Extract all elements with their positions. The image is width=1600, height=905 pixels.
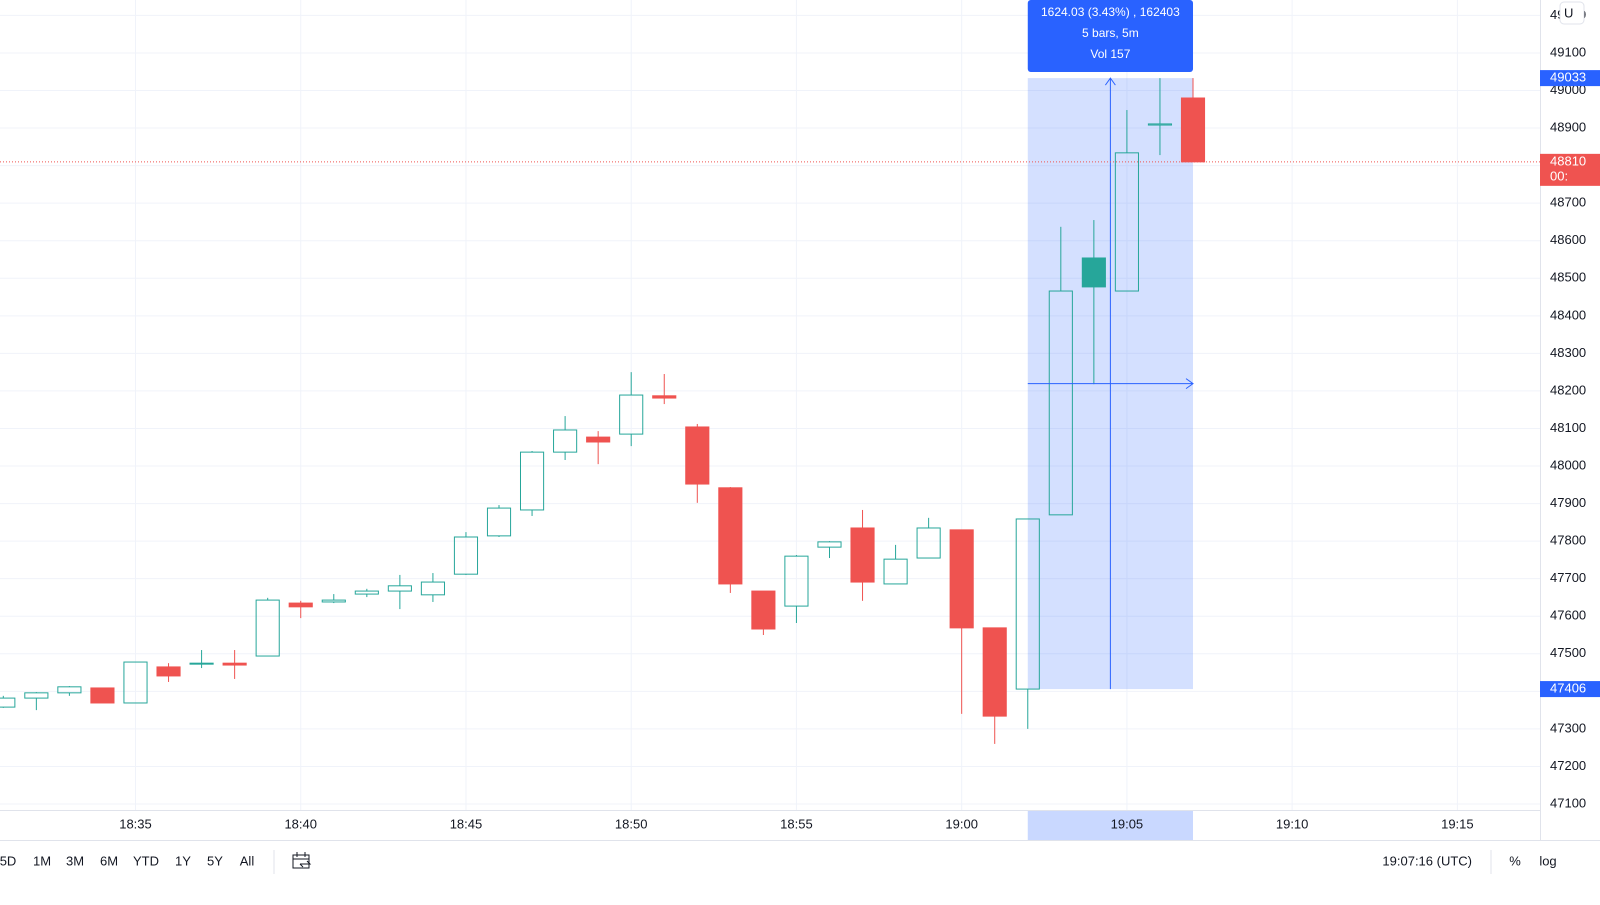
range-button[interactable]: 1M — [33, 853, 51, 868]
y-tick-label: 48900 — [1550, 119, 1586, 134]
candle-body — [751, 590, 776, 630]
x-tick-label: 18:55 — [780, 816, 813, 831]
candle-body — [1114, 152, 1139, 292]
y-tick-label: 49100 — [1550, 44, 1586, 59]
candle-body — [982, 627, 1007, 717]
candle-body — [718, 487, 743, 585]
candle-body — [586, 436, 611, 443]
candle-body — [123, 661, 148, 704]
y-tick-label: 47900 — [1550, 495, 1586, 510]
y-tick-label: 48300 — [1550, 345, 1586, 360]
time-axis-highlight — [1027, 811, 1194, 840]
candle-body — [817, 541, 842, 548]
candle-body — [288, 602, 313, 608]
measure-price-label: 49033 — [1550, 70, 1586, 85]
candle-body — [255, 599, 280, 657]
candle-body — [486, 507, 512, 537]
y-tick-label: 47300 — [1550, 720, 1586, 735]
candle-body — [916, 527, 941, 559]
y-tick-label: 48400 — [1550, 307, 1586, 322]
candle-body — [24, 692, 49, 699]
scale-button-label[interactable]: U — [1564, 5, 1573, 20]
percent-toggle[interactable]: % — [1509, 853, 1521, 868]
log-toggle[interactable]: log — [1539, 853, 1556, 868]
y-tick-label: 48600 — [1550, 232, 1586, 247]
measure-price-tag — [1540, 681, 1600, 698]
clock: 19:07:16 (UTC) — [1382, 853, 1472, 868]
candle-body — [156, 666, 181, 677]
scale-button[interactable] — [1559, 1, 1585, 25]
candle-body — [453, 536, 479, 575]
x-tick-label: 18:50 — [615, 816, 648, 831]
candle-body — [57, 686, 82, 694]
candle-body — [519, 451, 545, 511]
measure-price-tag — [1540, 70, 1600, 87]
measure-label: 5 bars, 5m — [1082, 26, 1139, 40]
measure-label: 1624.03 (3.43%) , 162403 — [1041, 5, 1180, 19]
candle-body — [949, 529, 974, 629]
range-button[interactable]: All — [240, 853, 255, 868]
measure-price-label: 47406 — [1550, 681, 1586, 696]
candle-body — [1147, 123, 1173, 126]
candle-body — [1048, 290, 1073, 516]
candle-body — [784, 555, 809, 607]
x-tick-label: 19:00 — [945, 816, 978, 831]
candle-body — [1180, 97, 1206, 163]
candle-body — [354, 590, 379, 595]
y-tick-label: 48000 — [1550, 457, 1586, 472]
candle-body — [1081, 257, 1106, 288]
candle-body — [685, 426, 710, 485]
candle-body — [387, 585, 412, 592]
y-tick-label: 47500 — [1550, 645, 1586, 660]
candle-body — [850, 527, 875, 583]
measure-label-box — [1027, 0, 1194, 72]
x-tick-label: 19:05 — [1111, 816, 1144, 831]
candle-body — [90, 687, 115, 704]
measure-label: Vol 157 — [1090, 47, 1130, 61]
y-tick-label: 48100 — [1550, 420, 1586, 435]
range-button[interactable]: 6M — [100, 853, 118, 868]
x-tick-label: 19:15 — [1441, 816, 1474, 831]
range-button[interactable]: YTD — [133, 853, 159, 868]
measure-arrow-horizontal — [1027, 378, 1194, 390]
candle-body — [652, 395, 677, 399]
x-tick-label: 18:35 — [119, 816, 152, 831]
candle-body — [0, 697, 16, 708]
candle-body — [883, 558, 908, 585]
range-button[interactable]: 5D — [0, 853, 16, 868]
range-button[interactable]: 5Y — [207, 853, 223, 868]
x-tick-label: 18:45 — [450, 816, 483, 831]
y-tick-label: 47800 — [1550, 533, 1586, 548]
x-tick-label: 19:10 — [1276, 816, 1309, 831]
candle-body — [619, 394, 644, 435]
candle-body — [420, 581, 445, 596]
x-tick-label: 18:40 — [284, 816, 317, 831]
last-price-label: 48810 — [1550, 153, 1586, 168]
y-tick-label: 48200 — [1550, 382, 1586, 397]
y-tick-label: 48500 — [1550, 270, 1586, 285]
y-tick-label: 47200 — [1550, 758, 1586, 773]
countdown-label: 00: — [1550, 168, 1568, 183]
y-tick-label: 48700 — [1550, 195, 1586, 210]
y-tick-label: 47100 — [1550, 795, 1586, 810]
candle-body — [189, 662, 214, 665]
price-axis — [1540, 0, 1600, 810]
y-tick-label: 47700 — [1550, 570, 1586, 585]
range-button[interactable]: 3M — [66, 853, 84, 868]
range-button[interactable]: 1Y — [175, 853, 191, 868]
y-tick-label: 47600 — [1550, 608, 1586, 623]
date-range-icon[interactable] — [292, 852, 312, 869]
last-price-tag — [1540, 153, 1600, 186]
candle-body — [321, 599, 346, 603]
candle-body — [1015, 518, 1040, 690]
candle-body — [222, 662, 247, 666]
candle-body — [553, 429, 578, 453]
